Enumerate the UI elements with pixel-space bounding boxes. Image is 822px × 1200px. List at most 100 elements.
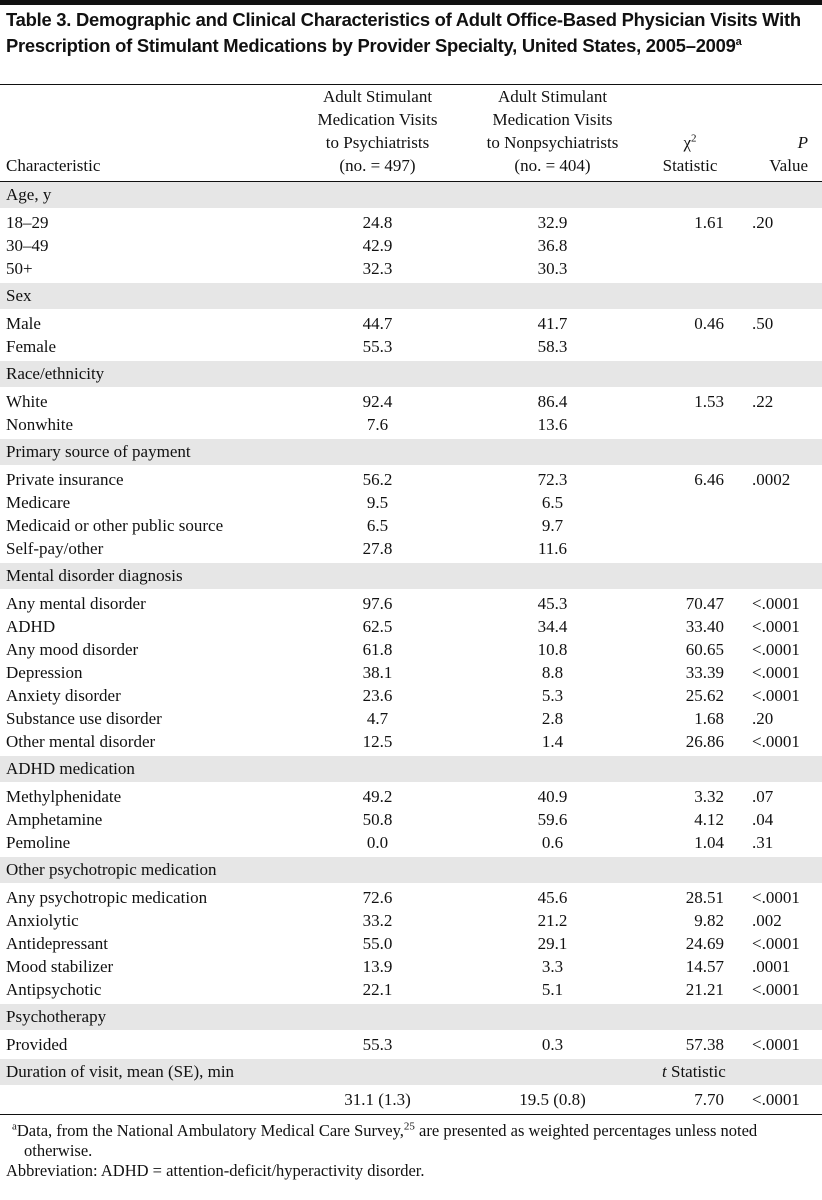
column-header: Characteristic <box>0 85 290 182</box>
cell: <.0001 <box>752 979 800 999</box>
cell: 10.8 <box>537 639 568 659</box>
cell: .07 <box>752 786 774 806</box>
cell: 27.8 <box>362 538 393 558</box>
cell: 49.2 <box>362 786 393 806</box>
data-row: Any mood disorder 61.8 10.8 60.65 <.0001 <box>0 638 822 661</box>
column-header: Adult Stimulant Medication Visits to Psych… <box>290 85 465 182</box>
cell: 11.6 <box>537 538 568 558</box>
cell: 19.5 (0.8) <box>465 1085 640 1115</box>
section-row: Other psychotropic medication <box>0 857 822 883</box>
data-row: Antidepressant 55.0 29.1 24.69 <.0001 <box>0 932 822 955</box>
cell: 12.5 <box>362 731 393 751</box>
data-row: Provided 55.3 0.3 57.38 <.0001 <box>0 1030 822 1059</box>
row-label: Any mood disorder <box>6 639 139 659</box>
header-line: Medication Visits <box>317 110 438 129</box>
cell: 1.68 <box>694 708 724 728</box>
header-line: Medication Visits <box>492 110 613 129</box>
header-line: Value <box>769 156 808 175</box>
row-label: Self-pay/other <box>6 538 104 558</box>
cell: .20 <box>752 212 774 232</box>
cell: 31.1 (1.3) <box>290 1085 465 1115</box>
cell: 60.65 <box>685 639 724 659</box>
title-text: Table 3. Demographic and Clinical Charac… <box>6 9 801 57</box>
footnote-ref: 25 <box>403 1120 415 1133</box>
data-row: Private insurance 56.2 72.3 6.46 .0002 <box>0 465 822 491</box>
column-header: χ2 Statistic <box>640 85 740 182</box>
cell: 45.6 <box>537 887 568 907</box>
section-row: Race/ethnicity <box>0 361 822 387</box>
cell: 33.2 <box>362 910 393 930</box>
data-row: Anxiety disorder 23.6 5.3 25.62 <.0001 <box>0 684 822 707</box>
row-label: Methylphenidate <box>6 786 122 806</box>
section-row: Duration of visit, mean (SE), min t Stati… <box>0 1059 822 1085</box>
cell: 7.6 <box>366 414 389 434</box>
data-row: White 92.4 86.4 1.53 .22 <box>0 387 822 413</box>
data-row: Antipsychotic 22.1 5.1 21.21 <.0001 <box>0 978 822 1004</box>
header-line: Characteristic <box>6 156 101 175</box>
cell: 22.1 <box>362 979 393 999</box>
cell: .22 <box>752 391 774 411</box>
cell: .50 <box>752 313 774 333</box>
row-label: 18–29 <box>6 212 49 232</box>
footnotes: aData, from the National Ambulatory Medi… <box>0 1115 822 1181</box>
cell: 1.04 <box>694 832 724 852</box>
cell: 97.6 <box>362 593 393 613</box>
row-label: Antidepressant <box>6 933 108 953</box>
data-row: Male 44.7 41.7 0.46 .50 <box>0 309 822 335</box>
cell: 3.3 <box>541 956 564 976</box>
cell: .002 <box>752 910 782 930</box>
cell: 26.86 <box>685 731 724 751</box>
cell <box>640 257 740 283</box>
cell: 7.70 <box>640 1085 740 1115</box>
cell: 25.62 <box>685 685 724 705</box>
cell <box>640 413 740 439</box>
header-line: Adult Stimulant <box>322 87 433 106</box>
data-row: 30–49 42.9 36.8 <box>0 234 822 257</box>
cell: 6.46 <box>694 469 724 489</box>
data-row: Female 55.3 58.3 <box>0 335 822 361</box>
footnote-text: Data, from the National Ambulatory Medic… <box>16 1121 404 1140</box>
cell: 57.38 <box>685 1034 724 1054</box>
cell: 33.40 <box>685 616 724 636</box>
section-label: Sex <box>0 283 822 309</box>
cell <box>740 514 822 537</box>
footnote-mark: a <box>12 1120 17 1133</box>
header-line: (no. = 404) <box>514 156 591 175</box>
data-row: ADHD 62.5 34.4 33.40 <.0001 <box>0 615 822 638</box>
row-label: Medicare <box>6 492 71 512</box>
cell: <.0001 <box>752 933 800 953</box>
section-label: Mental disorder diagnosis <box>0 563 822 589</box>
cell: 33.39 <box>685 662 724 682</box>
header-line: to Psychiatrists <box>325 133 430 152</box>
cell: 4.12 <box>694 809 724 829</box>
cell: 14.57 <box>685 956 724 976</box>
row-label: Medicaid or other public source <box>6 515 224 535</box>
header-symbol: χ <box>683 133 692 152</box>
row-label: Private insurance <box>6 469 124 489</box>
cell: <.0001 <box>752 639 800 659</box>
cell <box>740 413 822 439</box>
section-label: Other psychotropic medication <box>0 857 822 883</box>
row-label: 50+ <box>6 258 33 278</box>
table-head: Characteristic Adult Stimulant Medication … <box>0 85 822 182</box>
cell: 92.4 <box>362 391 393 411</box>
header-superscript: 2 <box>691 132 697 145</box>
data-row: Anxiolytic 33.2 21.2 9.82 .002 <box>0 909 822 932</box>
row-label: Anxiety disorder <box>6 685 121 705</box>
row-label: Mood stabilizer <box>6 956 114 976</box>
data-row: Amphetamine 50.8 59.6 4.12 .04 <box>0 808 822 831</box>
cell: 24.8 <box>362 212 393 232</box>
cell: 6.5 <box>366 515 389 535</box>
row-label: Any mental disorder <box>6 593 146 613</box>
section-label: Race/ethnicity <box>0 361 822 387</box>
cell: 32.3 <box>362 258 393 278</box>
cell: 36.8 <box>537 235 568 255</box>
section-label: Psychotherapy <box>0 1004 822 1030</box>
stat-symbol: t <box>662 1062 667 1081</box>
cell: 45.3 <box>537 593 568 613</box>
cell: 21.2 <box>537 910 568 930</box>
section-label: Primary source of payment <box>0 439 822 465</box>
cell <box>640 537 740 563</box>
data-row: Self-pay/other 27.8 11.6 <box>0 537 822 563</box>
cell: 72.6 <box>362 887 393 907</box>
